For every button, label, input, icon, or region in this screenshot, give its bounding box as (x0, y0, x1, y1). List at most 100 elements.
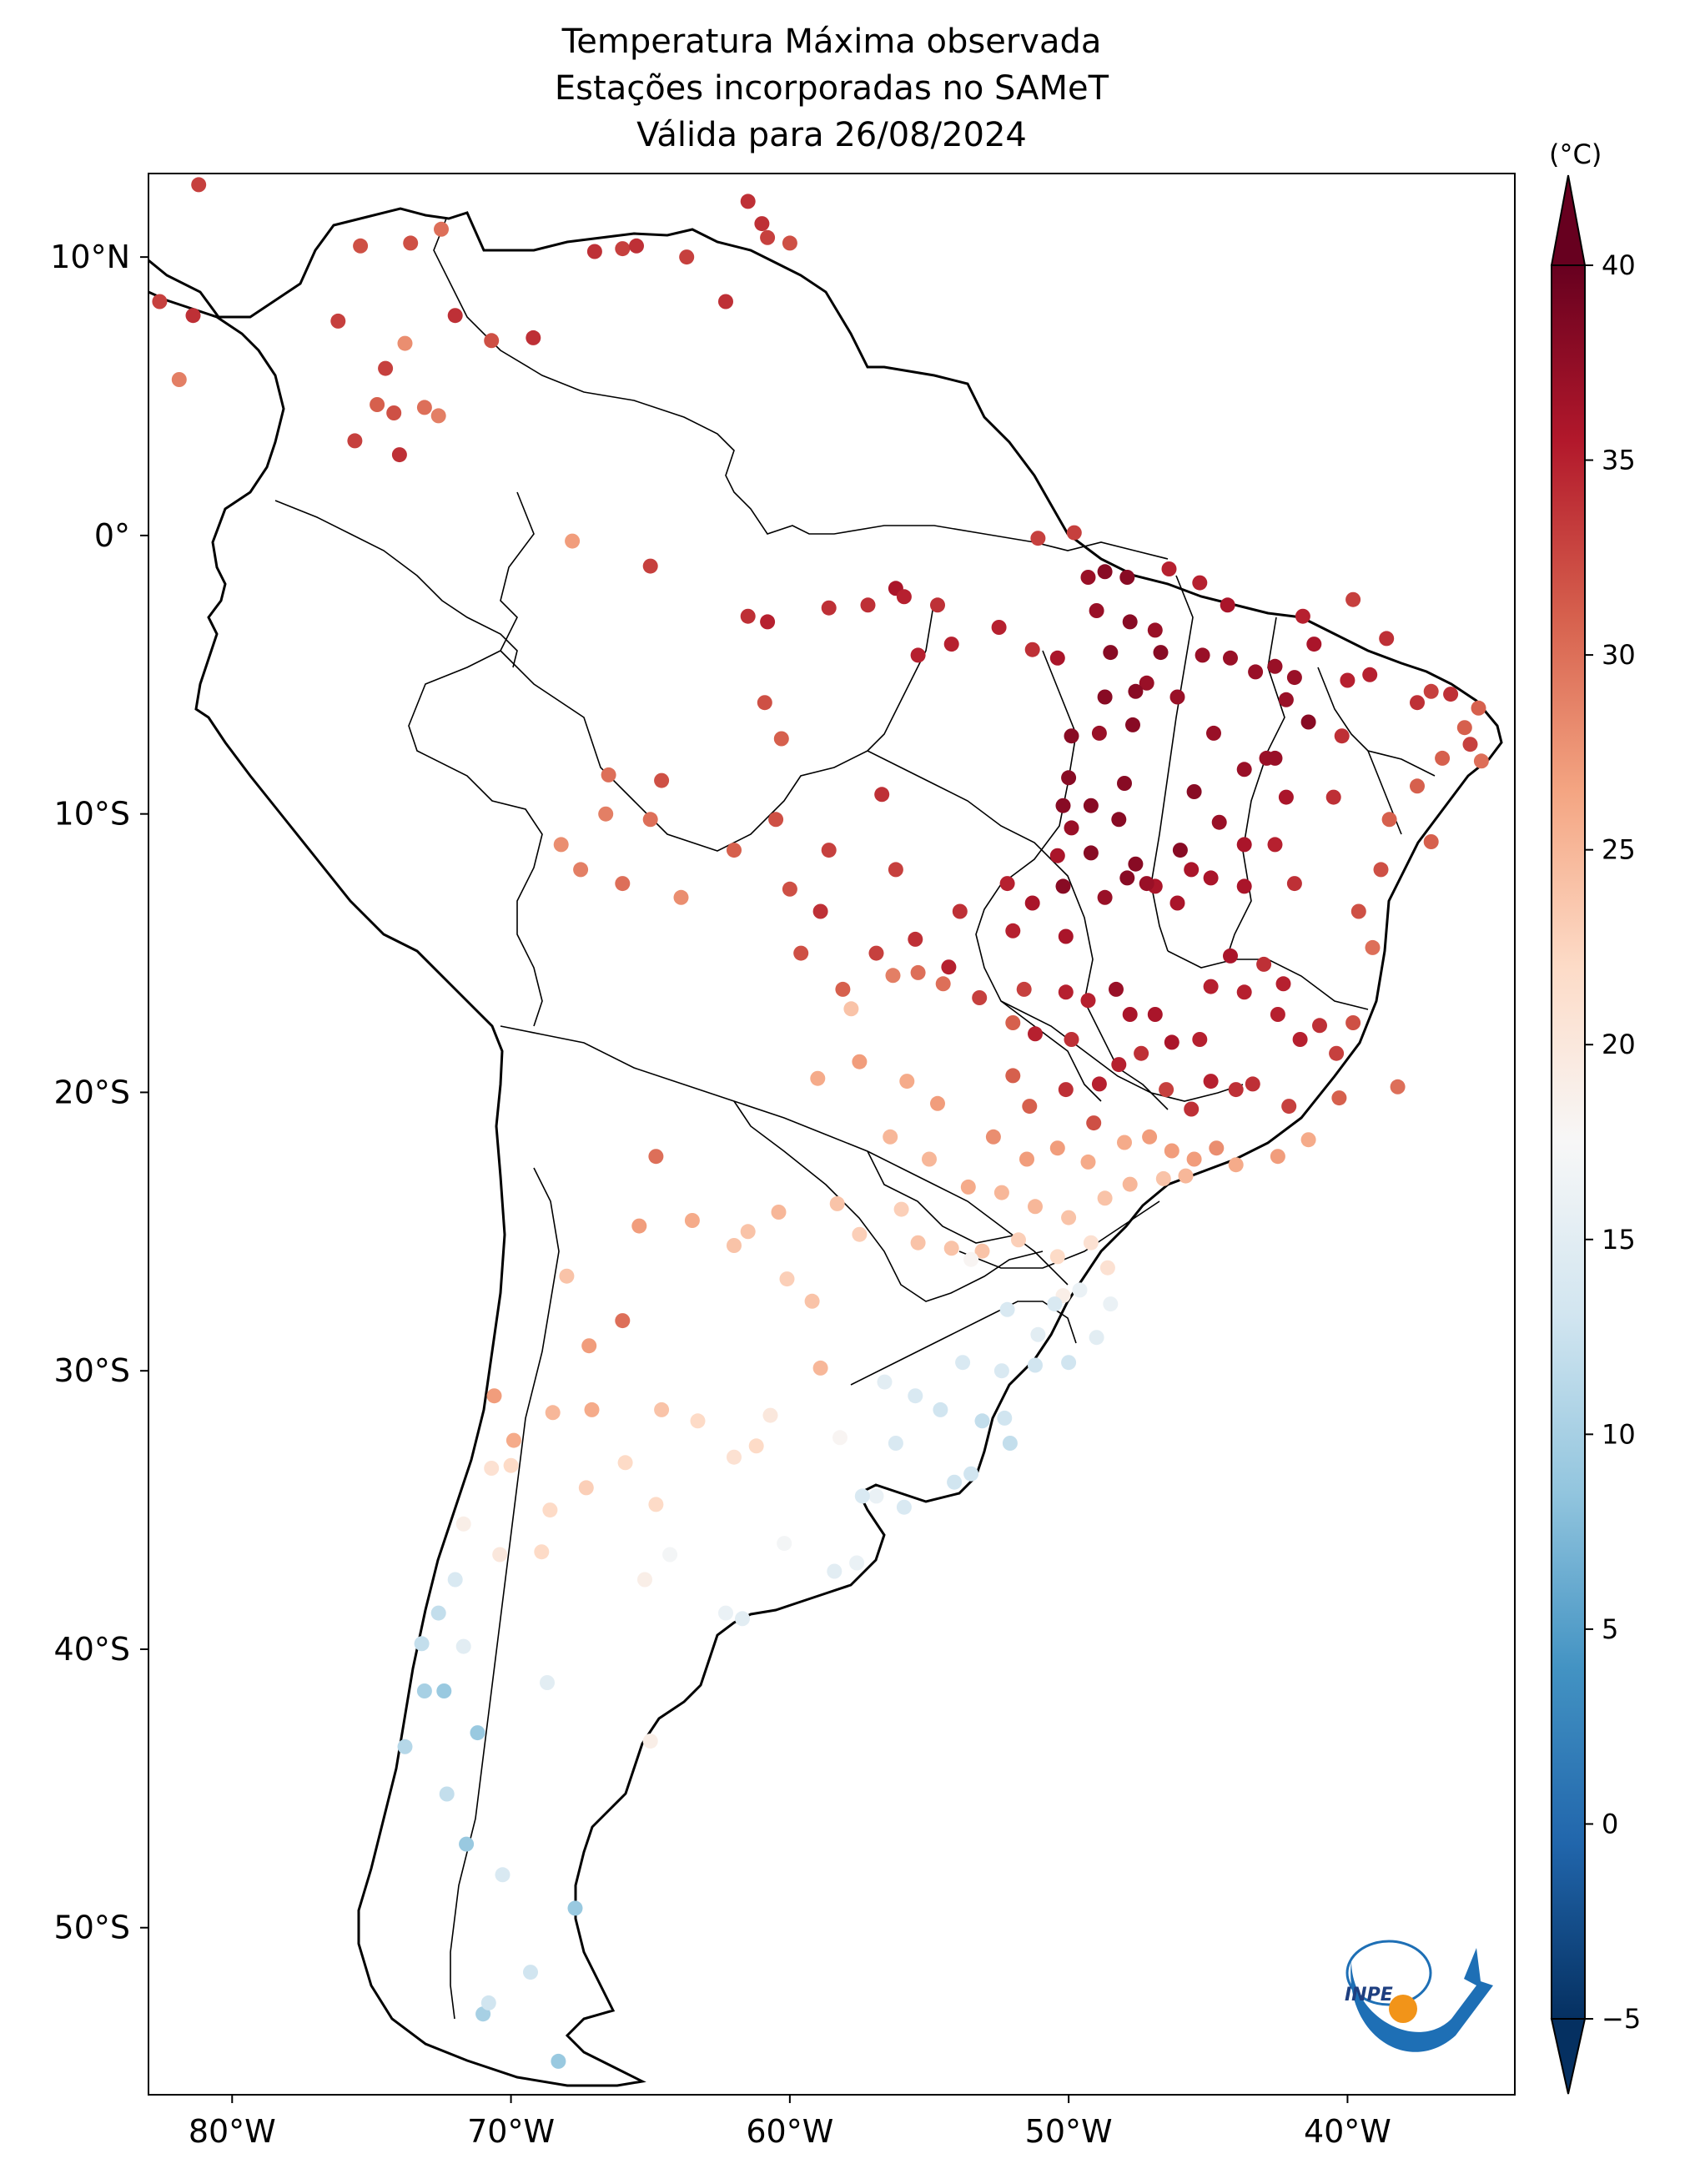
station-point (804, 1293, 820, 1309)
station-point (353, 238, 369, 254)
station-point (1295, 608, 1310, 624)
colorbar-body (1551, 264, 1586, 2020)
station-point (1184, 1101, 1200, 1117)
station-point (1192, 575, 1208, 591)
station-point (1228, 1157, 1244, 1173)
station-point (843, 1001, 859, 1017)
station-point (782, 881, 797, 897)
station-point (540, 1675, 555, 1690)
station-point (943, 637, 959, 652)
station-point (601, 767, 616, 783)
station-point (740, 1224, 756, 1240)
colorbar-lower-extension (1550, 2018, 1587, 2095)
longitude-axis: 80°W 70°W 60°W 50°W 40°W (189, 2095, 1391, 2150)
station-point (495, 1867, 511, 1883)
station-point (829, 1195, 845, 1211)
station-point (330, 313, 346, 329)
station-point (827, 1563, 842, 1579)
station-point (1080, 570, 1096, 585)
station-point (1066, 525, 1082, 541)
station-point (868, 1488, 884, 1504)
station-point (1228, 1082, 1244, 1098)
colorbar-tick-label: 40 (1602, 249, 1636, 281)
station-point (1089, 1330, 1104, 1346)
station-point (1064, 728, 1079, 744)
station-point (484, 333, 500, 349)
station-point (1086, 1115, 1102, 1131)
station-point (391, 447, 407, 463)
longitude-tick-label: 70°W (467, 2113, 555, 2150)
station-point (1049, 1140, 1065, 1156)
station-point (718, 294, 733, 309)
station-point (1153, 645, 1169, 661)
station-point (459, 1836, 475, 1852)
station-point (997, 1410, 1013, 1426)
station-point (1270, 1149, 1285, 1165)
station-point (1080, 1154, 1096, 1170)
station-point (933, 1401, 948, 1417)
latitude-tick-label: 10°N (50, 239, 130, 275)
station-point (1256, 956, 1272, 972)
station-point (648, 1149, 664, 1165)
station-point (397, 1739, 413, 1754)
station-point (631, 1218, 647, 1234)
station-point (908, 931, 923, 947)
station-point (1169, 895, 1185, 911)
colorbar-tick-label: 25 (1602, 834, 1636, 866)
station-point (1423, 834, 1439, 849)
station-point (637, 1572, 652, 1588)
station-point (430, 1605, 446, 1621)
station-point (777, 1536, 792, 1552)
station-point (455, 1516, 471, 1532)
station-point (1109, 981, 1124, 997)
station-point (542, 1502, 558, 1518)
station-point (1186, 784, 1202, 799)
station-point (1028, 1357, 1043, 1373)
station-point (1103, 1296, 1119, 1312)
station-point (1080, 993, 1096, 1009)
station-point (768, 812, 784, 828)
station-point (598, 806, 614, 822)
station-point (1097, 889, 1113, 905)
logo-text: INPE (1345, 1985, 1393, 2005)
logo-ring (1345, 1940, 1432, 2006)
station-point (1195, 647, 1210, 663)
colorbar-ticks: 40 35 30 25 20 15 10 5 0 −5 (1585, 249, 1641, 2035)
station-point (171, 372, 187, 387)
station-point (1462, 737, 1478, 752)
station-point (1134, 1045, 1149, 1061)
station-point (963, 1251, 979, 1267)
station-point (1329, 1045, 1345, 1061)
station-point (1278, 692, 1294, 707)
station-point (1169, 689, 1185, 705)
station-point (888, 862, 903, 878)
station-point (1064, 820, 1079, 836)
station-point (727, 1238, 742, 1253)
station-point (1028, 1026, 1043, 1042)
station-point (985, 1129, 1001, 1145)
station-point (684, 1213, 700, 1228)
station-point (877, 1374, 893, 1390)
station-point (760, 614, 776, 630)
station-point (943, 1240, 959, 1256)
station-point (1331, 1090, 1347, 1106)
station-point (1005, 1015, 1021, 1030)
colorbar-tick-label: 15 (1602, 1224, 1636, 1256)
station-point (578, 1480, 594, 1496)
colorbar-tick-label: 5 (1602, 1613, 1618, 1645)
station-point (1325, 789, 1341, 805)
station-point (899, 1074, 915, 1089)
station-point (1139, 675, 1154, 691)
station-point (370, 397, 385, 412)
station-point (455, 1638, 471, 1654)
station-point (690, 1413, 706, 1429)
station-point (1270, 1007, 1285, 1022)
station-point (993, 1185, 1009, 1200)
station-point (852, 1054, 868, 1069)
station-point (757, 695, 772, 711)
station-point (1005, 1068, 1021, 1084)
station-point (893, 1201, 909, 1217)
station-point (1128, 856, 1144, 872)
station-point (922, 1151, 937, 1167)
station-point (821, 843, 837, 858)
